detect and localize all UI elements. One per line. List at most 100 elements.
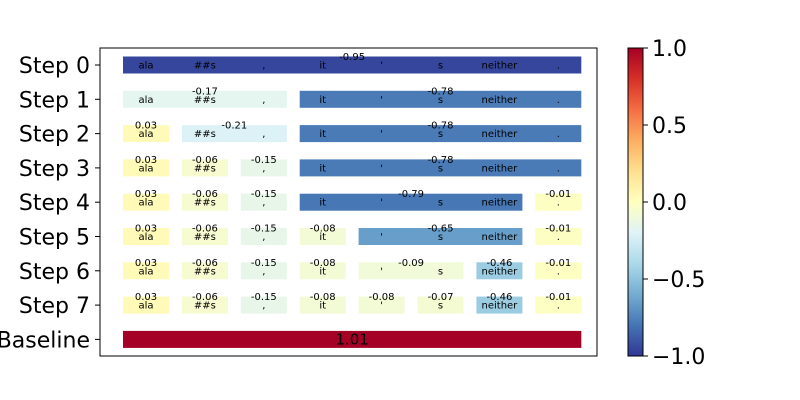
segment-value-label: -0.08 — [310, 292, 336, 303]
segment-value-label: -0.01 — [545, 258, 571, 269]
segment-value-label: -0.78 — [428, 86, 454, 97]
token-label: ' — [380, 232, 383, 243]
row-label: Step 4 — [19, 191, 90, 216]
token-label: it — [319, 198, 326, 209]
colorbar-tick-label: −1.0 — [652, 345, 705, 370]
token-label: ' — [380, 266, 383, 277]
row-label: Baseline — [0, 328, 90, 353]
token-label: ala — [138, 129, 153, 140]
colorbar-tick-label: −0.5 — [652, 268, 705, 293]
token-label: s — [438, 163, 443, 174]
segment-value-label: -0.79 — [398, 189, 424, 200]
token-label: ##s — [194, 266, 216, 277]
row-label: Step 3 — [19, 157, 90, 182]
segment-bar — [535, 262, 582, 280]
segment-value-label: -0.08 — [369, 292, 395, 303]
token-label: ' — [380, 129, 383, 140]
colorbar-tick-label: 1.0 — [652, 37, 687, 62]
segment-bar — [123, 56, 582, 74]
segment-bar — [299, 296, 346, 314]
segment-value-label: -0.65 — [428, 224, 454, 235]
token-label: , — [262, 95, 265, 106]
token-label: ala — [138, 232, 153, 243]
token-label: neither — [482, 163, 519, 174]
segment-value-label: 0.03 — [135, 189, 157, 200]
segment-bar — [123, 193, 169, 211]
segment-value-label: 0.03 — [135, 258, 157, 269]
token-label: , — [262, 301, 265, 312]
token-label: ala — [138, 198, 153, 209]
plot-frame — [99, 47, 598, 357]
token-label: ##s — [194, 163, 216, 174]
token-label: , — [262, 232, 265, 243]
segment-value-label: -0.06 — [192, 224, 218, 235]
token-label: s — [438, 95, 443, 106]
token-label: ##s — [194, 232, 216, 243]
token-label: ala — [138, 95, 153, 106]
segment-value-label: -0.46 — [486, 292, 512, 303]
token-label: neither — [482, 232, 519, 243]
colorbar-tick-label: 0.0 — [652, 191, 687, 216]
token-label: it — [319, 129, 326, 140]
segment-bar — [476, 296, 523, 314]
segment-value-label: -0.15 — [251, 258, 277, 269]
segment-value-label: -0.09 — [398, 258, 424, 269]
segment-value-label: -0.95 — [339, 52, 365, 63]
segment-bar — [123, 296, 169, 314]
token-label: it — [319, 61, 326, 72]
row-label: Step 7 — [19, 294, 90, 319]
row-label: Step 5 — [19, 226, 90, 251]
row-label: Step 1 — [19, 88, 90, 113]
segment-bar — [181, 193, 228, 211]
token-label: neither — [482, 301, 519, 312]
token-label: ' — [380, 198, 383, 209]
token-label: ' — [380, 301, 383, 312]
segment-bar — [417, 296, 464, 314]
segment-value-label: -0.01 — [545, 189, 571, 200]
token-label: . — [557, 266, 560, 277]
segment-value-label: -0.15 — [251, 224, 277, 235]
segment-bar — [181, 262, 228, 280]
token-label: ##s — [194, 129, 216, 140]
row-label: Step 6 — [19, 260, 90, 285]
segment-value-label: -0.06 — [192, 258, 218, 269]
row-label: Step 0 — [19, 54, 90, 79]
segment-bar — [476, 262, 523, 280]
token-label: , — [262, 198, 265, 209]
segment-bar — [299, 159, 582, 177]
token-label: neither — [482, 61, 519, 72]
segment-value-label: -0.15 — [251, 155, 277, 166]
segment-value-label: -0.15 — [251, 292, 277, 303]
segment-value-label: -0.01 — [545, 224, 571, 235]
token-label: ##s — [194, 61, 216, 72]
baseline-bar — [123, 330, 582, 348]
token-label: ' — [380, 163, 383, 174]
baseline-value-label: 1.01 — [335, 330, 368, 348]
segment-bar — [181, 159, 228, 177]
segment-bar — [535, 228, 582, 245]
token-label: ala — [138, 163, 153, 174]
segment-value-label: -0.15 — [251, 189, 277, 200]
token-label: ##s — [194, 301, 216, 312]
row-label: Step 2 — [19, 123, 90, 148]
segment-value-label: 0.03 — [135, 121, 157, 132]
token-label: , — [262, 266, 265, 277]
segment-value-label: -0.08 — [310, 224, 336, 235]
token-label: ##s — [194, 95, 216, 106]
segment-bar — [535, 296, 582, 314]
token-label: ala — [138, 266, 153, 277]
token-label: s — [438, 232, 443, 243]
segment-bar — [123, 125, 169, 143]
segment-bar — [240, 228, 287, 245]
segment-bar — [358, 228, 523, 245]
segment-bar — [240, 296, 287, 314]
segment-bar — [358, 296, 405, 314]
token-label: ala — [138, 61, 153, 72]
segment-bar — [535, 193, 582, 211]
token-label: neither — [482, 95, 519, 106]
segment-value-label: -0.08 — [310, 258, 336, 269]
token-label: it — [319, 301, 326, 312]
segment-bar — [123, 90, 287, 108]
segment-value-label: -0.78 — [428, 155, 454, 166]
